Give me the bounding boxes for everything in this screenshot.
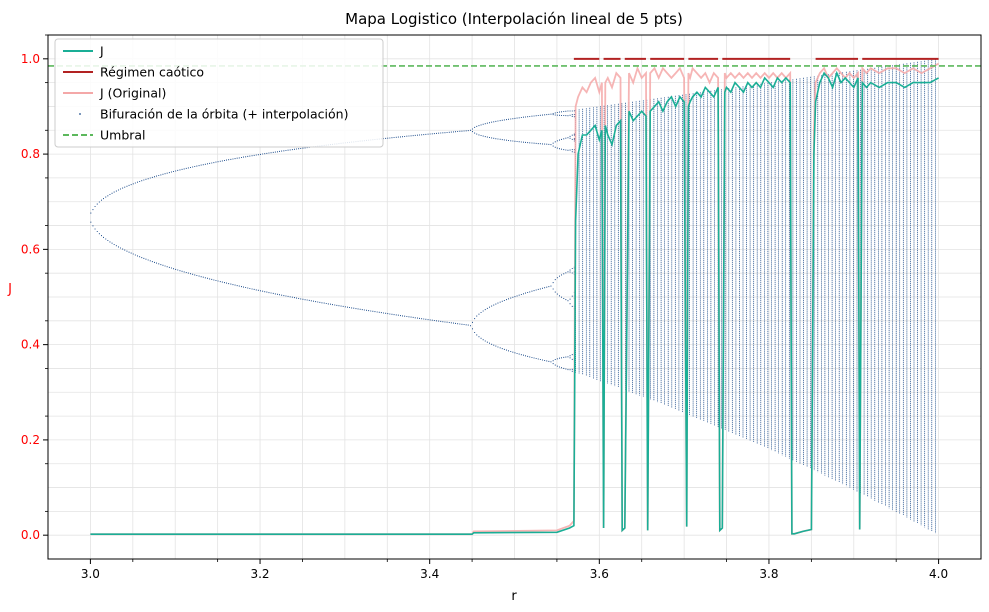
x-tick-label: 3.6	[590, 567, 609, 581]
bifurcation-chaotic-band	[575, 59, 936, 534]
bifurcation-diagram	[90, 59, 936, 534]
legend-swatch	[79, 113, 81, 115]
chart-title: Mapa Logistico (Interpolación lineal de …	[345, 10, 683, 28]
legend-box	[54, 38, 384, 148]
bifurcation-periodic-points	[90, 110, 575, 373]
legend-label: Umbral	[100, 128, 146, 143]
y-tick-label: 0.4	[21, 338, 40, 352]
y-tick-label: 0.6	[21, 242, 40, 256]
x-axis-label: r	[511, 589, 517, 604]
x-tick-label: 3.8	[759, 567, 778, 581]
legend-label: Régimen caótico	[100, 65, 204, 80]
series-line-j	[90, 70, 939, 536]
legend-label: Bifuración de la órbita (+ interpolación…	[100, 107, 348, 122]
plot-frame	[47, 34, 982, 560]
axes: 3.0 3.2 3.4 3.6 3.8 4.0 0.0 0.2 0.4 0.6 0.8 1.0	[21, 34, 982, 581]
y-tick-label: 0.8	[21, 147, 40, 161]
x-tick-label: 3.2	[250, 567, 269, 581]
y-axis-label: J	[7, 282, 12, 297]
legend: J Régimen caótico J (Original) Bifuración d…	[54, 38, 384, 148]
legend-label: J	[99, 44, 104, 59]
x-tick-label: 3.0	[81, 567, 100, 581]
x-tick-label: 4.0	[929, 567, 948, 581]
y-tick-label: 1.0	[21, 52, 40, 66]
x-tick-label: 3.4	[420, 567, 439, 581]
y-tick-label: 0.2	[21, 433, 40, 447]
legend-label: J (Original)	[99, 86, 166, 101]
y-tick-label: 0.0	[21, 528, 40, 542]
